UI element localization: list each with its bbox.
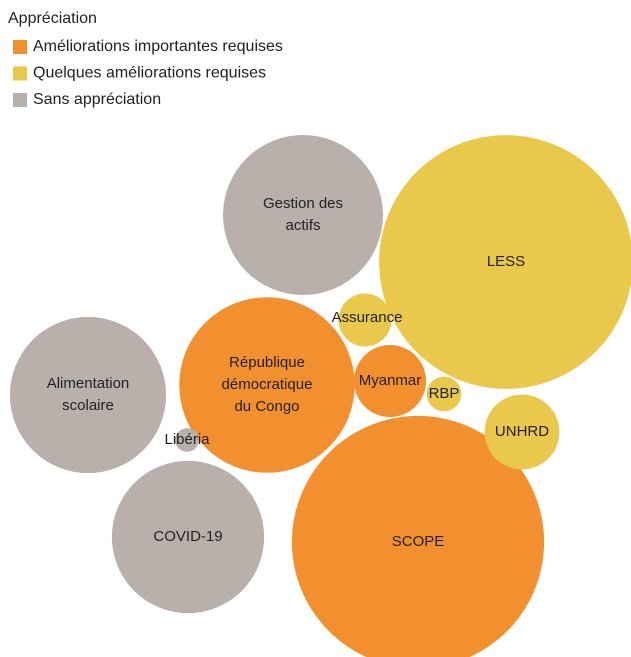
bubble-label: SCOPE [392, 533, 445, 550]
bubble-label: UNHRD [495, 423, 549, 440]
bubble [338, 293, 392, 347]
legend-label: Sans appréciation [33, 91, 161, 108]
legend-label: Améliorations importantes requises [33, 38, 283, 55]
bubble-label: République [229, 354, 305, 371]
bubble-label: du Congo [234, 398, 299, 415]
bubble-label: Libéria [164, 431, 210, 448]
bubble-label: actifs [285, 217, 320, 234]
bubble-label: LESS [487, 253, 525, 270]
bubble [111, 460, 265, 614]
bubble [175, 428, 199, 452]
legend-swatch [13, 40, 27, 54]
bubble-label: Gestion des [263, 195, 343, 212]
bubble [484, 394, 560, 470]
legend-swatch [13, 93, 27, 107]
bubble-label: Myanmar [359, 372, 422, 389]
bubble [179, 297, 355, 473]
bubble [379, 135, 631, 389]
bubble-label: Assurance [332, 309, 403, 326]
legend-swatch [13, 66, 27, 81]
legend-title: Appréciation [8, 10, 97, 27]
bubble-label: RBP [429, 385, 460, 402]
bubble-label: Alimentation [47, 375, 130, 392]
bubble-label: COVID-19 [153, 528, 222, 545]
bubble [291, 415, 545, 657]
legend-label: Quelques améliorations requises [33, 65, 266, 82]
bubble [223, 135, 383, 295]
bubble [426, 376, 462, 412]
bubble [9, 316, 167, 474]
bubble-label: démocratique [222, 376, 313, 393]
bubble-label: scolaire [62, 397, 114, 414]
bubble [353, 344, 427, 418]
